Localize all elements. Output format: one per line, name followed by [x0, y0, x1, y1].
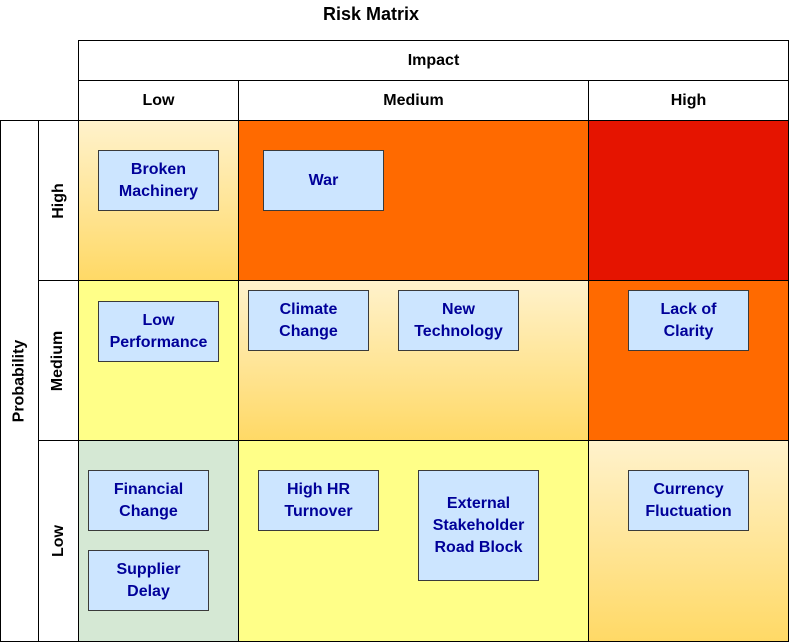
- risk-war[interactable]: War: [263, 150, 384, 211]
- probability-high-label: High: [49, 182, 67, 219]
- risk-climate-change[interactable]: Climate Change: [248, 290, 369, 351]
- cell-high-high: [588, 120, 789, 281]
- impact-header: Impact: [78, 40, 789, 81]
- probability-low-header: Low: [38, 440, 79, 642]
- probability-header: Probability: [0, 120, 39, 642]
- risk-currency-fluctuation[interactable]: Currency Fluctuation: [628, 470, 749, 531]
- diagram-title: Risk Matrix: [322, 4, 420, 24]
- probability-medium-label: Medium: [49, 330, 67, 391]
- risk-low-performance[interactable]: Low Performance: [98, 301, 219, 362]
- risk-high-hr-turnover[interactable]: High HR Turnover: [258, 470, 379, 531]
- risk-lack-of-clarity[interactable]: Lack of Clarity: [628, 290, 749, 351]
- impact-high-header: High: [588, 80, 789, 121]
- risk-financial-change[interactable]: Financial Change: [88, 470, 209, 531]
- risk-supplier-delay[interactable]: Supplier Delay: [88, 550, 209, 611]
- impact-medium-header: Medium: [238, 80, 589, 121]
- risk-external-stakeholder-road-block[interactable]: External Stakeholder Road Block: [418, 470, 539, 581]
- risk-new-technology[interactable]: New Technology: [398, 290, 519, 351]
- risk-broken-machinery[interactable]: Broken Machinery: [98, 150, 219, 211]
- probability-label: Probability: [10, 339, 28, 423]
- probability-high-header: High: [38, 120, 79, 281]
- impact-low-header: Low: [78, 80, 239, 121]
- probability-low-label: Low: [49, 525, 67, 557]
- probability-medium-header: Medium: [38, 280, 79, 441]
